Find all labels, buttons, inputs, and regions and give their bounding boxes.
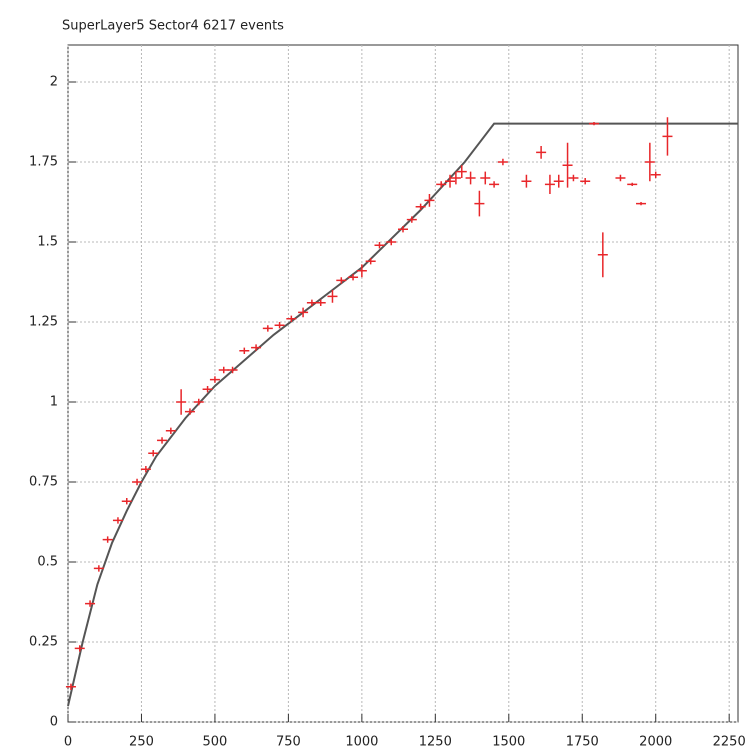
data-point [644,142,655,182]
x-tick-label: 2000 [639,735,672,750]
data-point [480,171,491,185]
data-point [148,450,159,457]
y-tick-label: 1.25 [29,315,58,330]
data-point [386,238,397,246]
y-tick-label: 2 [50,75,58,90]
x-tick-label: 1250 [419,735,452,750]
x-tick-label: 1000 [345,735,378,750]
data-point [497,158,508,166]
plot-frame [67,44,739,723]
data-point [239,347,250,354]
y-tick-label: 1 [50,395,58,410]
y-tick-label: 1.75 [29,155,58,170]
data-point [262,325,273,332]
data-point [445,174,456,188]
data-point [286,315,297,322]
data-point [474,190,485,217]
data-point [489,181,500,188]
data-point [202,386,213,393]
data-point [424,194,435,207]
data-point [306,299,317,306]
x-tick-label: 1750 [566,735,599,750]
y-tick-label: 1.5 [37,235,58,250]
data-point [140,466,151,473]
data-point [562,142,573,188]
data-point [327,290,338,303]
data-point [218,366,229,374]
data-point [65,683,76,690]
y-tick-label: 0.5 [37,555,58,570]
data-point [165,427,176,434]
data-point [597,232,608,278]
data-point [193,398,204,406]
data-point [251,344,262,351]
data-point [456,165,467,178]
data-point [93,565,104,572]
data-point [650,171,661,178]
x-tick-label: 1500 [492,735,525,750]
data-point [636,202,647,206]
x-tick-label: 500 [203,735,228,750]
data-point [553,174,564,188]
y-tick-label: 0 [50,715,58,730]
data-point [406,216,417,223]
data-point [450,171,461,185]
y-tick-label: 0.25 [29,635,58,650]
data-point [356,264,367,278]
data-point [227,366,238,374]
data-point [336,277,347,284]
data-point [627,182,638,186]
data-point [365,258,376,265]
x-tick-label: 2250 [713,735,746,750]
data-point [176,389,187,415]
data-point [112,517,123,524]
data-point [121,498,132,505]
data-point [589,122,600,126]
x-tick-label: 250 [129,735,154,750]
data-point [415,203,426,210]
data-point [102,536,113,543]
y-tick-label: 0.75 [29,475,58,490]
data-point [615,174,626,182]
data-point [568,174,579,182]
x-tick-label: 750 [276,735,301,750]
chart-title: SuperLayer5 Sector4 6217 events [62,19,284,34]
data-point [85,600,96,607]
data-point [465,171,476,185]
data-point [544,174,555,194]
x-tick-label: 0 [64,735,72,750]
data-point [132,478,143,486]
data-point [74,645,85,652]
data-point [298,307,309,318]
data-point [536,146,547,159]
data-point [315,299,326,306]
data-point [662,117,673,156]
data-point [580,178,591,185]
data-point [436,181,447,188]
data-point [348,274,359,281]
data-point [398,226,408,233]
data-point [274,322,285,329]
data-point [521,174,532,188]
fit-line [67,122,738,707]
data-point [374,242,385,249]
data-point [209,376,220,383]
data-point [184,408,195,415]
data-point [157,437,168,444]
